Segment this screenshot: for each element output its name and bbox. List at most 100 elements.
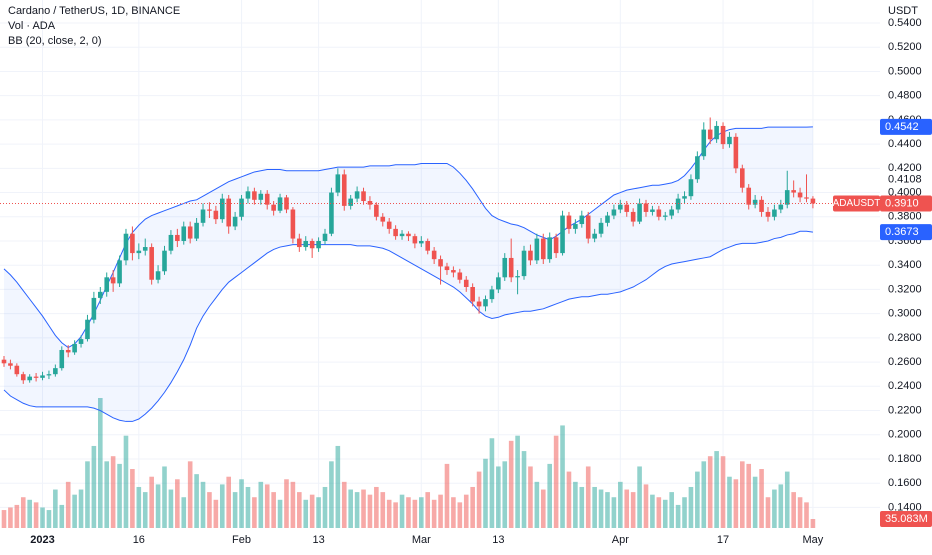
candle-body xyxy=(425,240,431,251)
volume-bar xyxy=(284,479,289,528)
candle-body xyxy=(791,190,796,193)
volume-bar xyxy=(14,504,20,528)
volume-bar xyxy=(483,458,488,528)
candle-body xyxy=(502,257,508,278)
volume-bar xyxy=(252,497,257,528)
candle-body xyxy=(772,209,777,217)
volume-bar xyxy=(656,497,662,528)
candle-body xyxy=(476,301,482,307)
candle-body xyxy=(136,250,142,254)
volume-bar xyxy=(746,463,752,528)
candle-body xyxy=(149,247,154,280)
volume-bar xyxy=(142,492,148,528)
candle-body xyxy=(566,215,572,229)
volume-bar xyxy=(149,476,154,528)
volume-bar xyxy=(1,510,7,528)
volume-bar xyxy=(560,425,565,528)
volume-bar xyxy=(264,484,270,528)
candle-body xyxy=(406,233,411,237)
candle-body xyxy=(200,209,206,223)
volume-bar xyxy=(451,497,456,528)
volume-bar xyxy=(425,492,431,528)
candle-body xyxy=(335,174,341,193)
band-fill xyxy=(4,126,813,422)
candle-body xyxy=(656,209,662,217)
y-tick-label: 0.2600 xyxy=(888,356,922,368)
volume-bar xyxy=(701,461,707,528)
volume-bar xyxy=(232,492,238,528)
volume-bar xyxy=(130,469,135,528)
x-tick-label: 16 xyxy=(133,534,145,546)
volume-bar xyxy=(585,466,591,528)
price-tag-text: 0.4542 xyxy=(885,121,919,133)
volume-bar xyxy=(239,479,244,528)
y-tick-label: 0.3200 xyxy=(888,283,922,295)
candle-body xyxy=(27,376,32,381)
volume-bar xyxy=(271,492,276,528)
volume-bar xyxy=(566,471,572,528)
volume-bar xyxy=(624,489,630,528)
volume-bar xyxy=(110,456,116,528)
volume-bar xyxy=(399,494,405,528)
volume-bar xyxy=(168,489,174,528)
volume-bar xyxy=(277,499,283,528)
volume-bar xyxy=(8,507,13,528)
candle-body xyxy=(804,197,809,199)
candle-body xyxy=(290,209,296,239)
candle-body xyxy=(14,365,20,375)
x-tick-label: 13 xyxy=(492,534,504,546)
candle-layer xyxy=(1,117,816,384)
volume-bar xyxy=(688,486,694,528)
candle-body xyxy=(752,199,758,205)
volume-bar xyxy=(502,461,508,528)
volume-bar xyxy=(40,507,45,528)
volume-bar xyxy=(637,466,642,528)
price-tag-text: 0.3910 xyxy=(885,197,919,209)
candle-body xyxy=(194,222,199,239)
candle-body xyxy=(540,238,546,260)
candle-body xyxy=(695,156,700,180)
candle-body xyxy=(386,221,392,229)
candle-body xyxy=(104,277,110,292)
candle-body xyxy=(85,319,90,340)
y-tick-label: 0.5200 xyxy=(888,41,922,53)
volume-bar xyxy=(104,461,110,528)
volume-bar xyxy=(386,499,392,528)
volume-bar xyxy=(682,497,687,528)
candle-body xyxy=(232,216,238,227)
y-tick-label: 0.2800 xyxy=(888,332,922,344)
volume-bar xyxy=(72,494,77,528)
volume-bar xyxy=(85,461,90,528)
y-tick-label: 0.5000 xyxy=(888,65,922,77)
volume-bar xyxy=(367,494,373,528)
x-tick-label: 2023 xyxy=(30,534,54,546)
volume-bar xyxy=(727,476,732,528)
volume-bar xyxy=(772,489,777,528)
candle-body xyxy=(40,375,45,378)
candle-body xyxy=(733,136,739,169)
volume-bar xyxy=(78,489,84,528)
volume-bar xyxy=(476,471,482,528)
annotation: 0.4108 xyxy=(888,173,922,185)
candle-body xyxy=(740,168,745,188)
volume-bar xyxy=(200,481,206,528)
volume-bar xyxy=(573,481,578,528)
candle-body xyxy=(91,297,97,320)
candle-body xyxy=(226,198,231,227)
candle-body xyxy=(643,203,649,212)
bands-title: BB (20, close, 2, 0) xyxy=(8,35,102,47)
candle-body xyxy=(797,192,803,198)
candle-body xyxy=(496,277,501,290)
volume-bar xyxy=(733,479,739,528)
y-tick-label: 0.1400 xyxy=(888,501,922,513)
volume-bar xyxy=(489,438,495,528)
volume-bar xyxy=(791,492,796,528)
candle-body xyxy=(682,196,687,199)
volume-bar xyxy=(348,489,353,528)
candle-body xyxy=(53,368,58,375)
volume-bar xyxy=(720,456,726,528)
candle-body xyxy=(207,209,212,211)
candle-body xyxy=(707,129,713,140)
candle-body xyxy=(399,233,405,237)
volume-bar xyxy=(297,492,302,528)
